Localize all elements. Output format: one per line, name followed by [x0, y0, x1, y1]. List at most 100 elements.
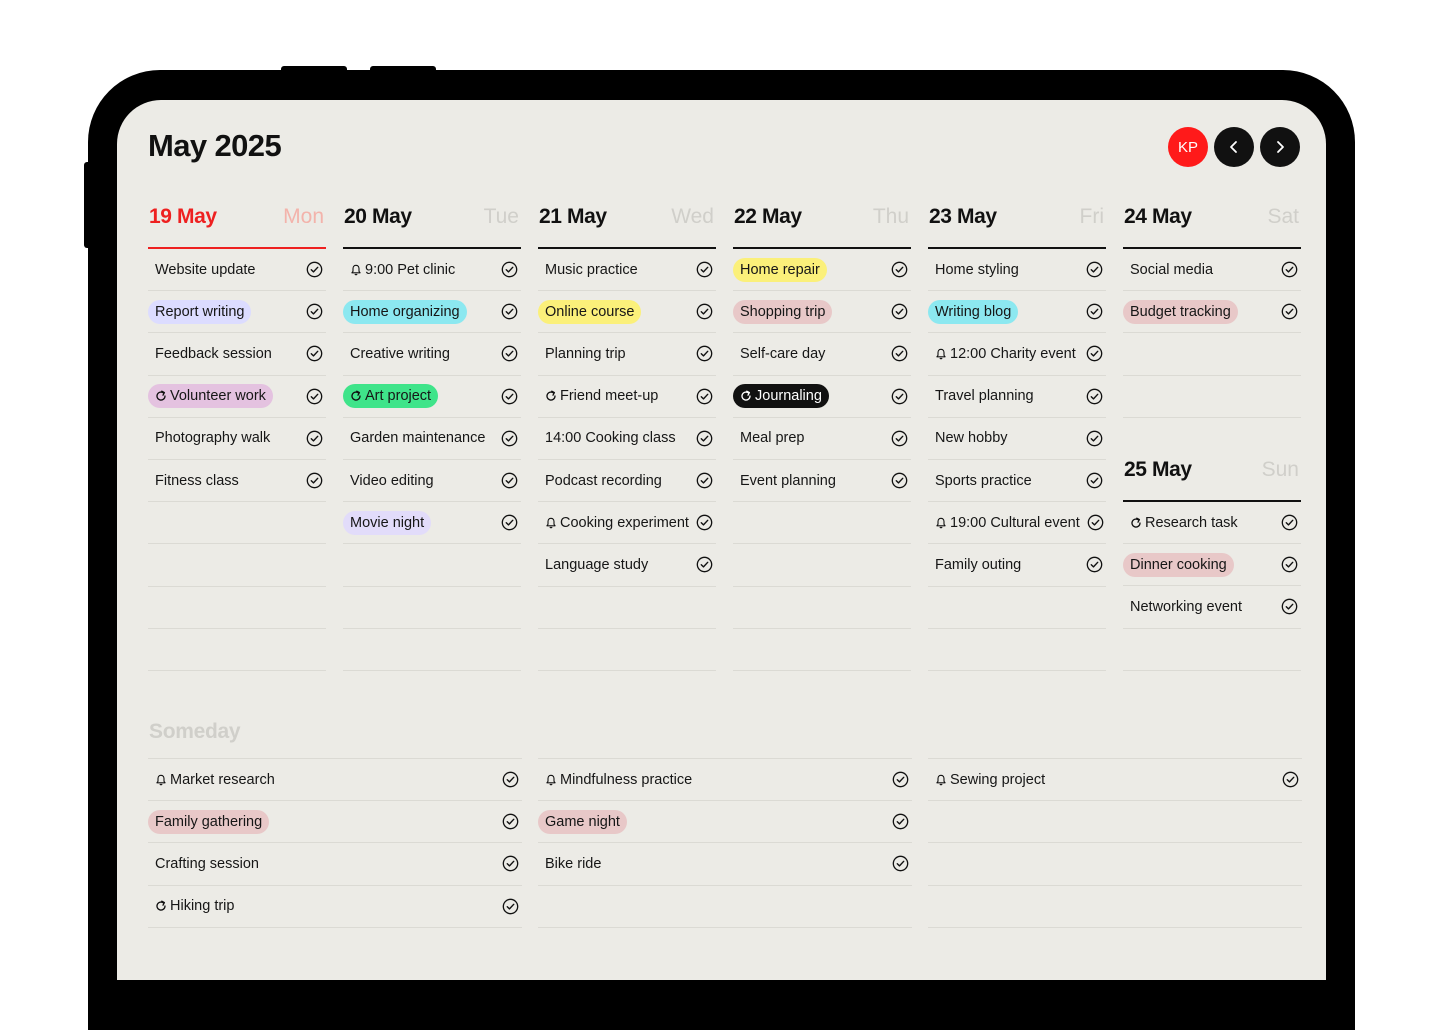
- check-circle-icon[interactable]: [1086, 303, 1103, 320]
- check-circle-icon[interactable]: [891, 472, 908, 489]
- empty-row[interactable]: [733, 544, 911, 587]
- check-circle-icon[interactable]: [1086, 556, 1103, 573]
- task-label[interactable]: Website update: [148, 258, 263, 282]
- check-circle-icon[interactable]: [696, 556, 713, 573]
- task-row[interactable]: Garden maintenance: [343, 418, 521, 460]
- empty-row[interactable]: [343, 629, 521, 671]
- empty-row[interactable]: [928, 886, 1302, 928]
- task-row[interactable]: Research task: [1123, 502, 1301, 545]
- task-label[interactable]: Self-care day: [733, 342, 832, 366]
- check-circle-icon[interactable]: [501, 261, 518, 278]
- check-circle-icon[interactable]: [1086, 430, 1103, 447]
- task-row[interactable]: Dinner cooking: [1123, 544, 1301, 587]
- task-label[interactable]: Research task: [1123, 511, 1245, 535]
- check-circle-icon[interactable]: [1087, 514, 1104, 531]
- next-week-button[interactable]: [1260, 127, 1300, 167]
- task-label[interactable]: Fitness class: [148, 469, 246, 493]
- task-label[interactable]: Crafting session: [148, 852, 266, 876]
- task-row[interactable]: Self-care day: [733, 333, 911, 376]
- task-row[interactable]: Game night: [538, 801, 912, 844]
- check-circle-icon[interactable]: [891, 345, 908, 362]
- check-circle-icon[interactable]: [1281, 303, 1298, 320]
- task-label[interactable]: Volunteer work: [148, 384, 273, 409]
- task-label[interactable]: Music practice: [538, 258, 645, 282]
- task-row[interactable]: Feedback session: [148, 333, 326, 376]
- task-row[interactable]: Planning trip: [538, 333, 716, 376]
- check-circle-icon[interactable]: [1282, 771, 1299, 788]
- task-row[interactable]: Mindfulness practice: [538, 759, 912, 802]
- check-circle-icon[interactable]: [892, 855, 909, 872]
- check-circle-icon[interactable]: [696, 345, 713, 362]
- task-label[interactable]: Report writing: [148, 299, 252, 324]
- check-circle-icon[interactable]: [501, 514, 518, 531]
- task-row[interactable]: Website update: [148, 249, 326, 292]
- check-circle-icon[interactable]: [306, 261, 323, 278]
- empty-row[interactable]: [733, 502, 911, 545]
- check-circle-icon[interactable]: [696, 514, 713, 531]
- empty-row[interactable]: [928, 587, 1106, 629]
- empty-row[interactable]: [928, 801, 1302, 844]
- check-circle-icon[interactable]: [1281, 261, 1298, 278]
- task-row[interactable]: Event planning: [733, 460, 911, 503]
- check-circle-icon[interactable]: [306, 345, 323, 362]
- task-row[interactable]: Family outing: [928, 544, 1106, 587]
- check-circle-icon[interactable]: [696, 430, 713, 447]
- task-label[interactable]: Feedback session: [148, 342, 279, 366]
- check-circle-icon[interactable]: [306, 388, 323, 405]
- task-label[interactable]: Language study: [538, 553, 655, 577]
- check-circle-icon[interactable]: [891, 303, 908, 320]
- task-row[interactable]: Budget tracking: [1123, 291, 1301, 334]
- check-circle-icon[interactable]: [306, 430, 323, 447]
- empty-row[interactable]: [1123, 333, 1301, 376]
- check-circle-icon[interactable]: [502, 771, 519, 788]
- task-row[interactable]: Friend meet-up: [538, 376, 716, 418]
- task-row[interactable]: Writing blog: [928, 291, 1106, 334]
- check-circle-icon[interactable]: [1086, 261, 1103, 278]
- task-row[interactable]: Volunteer work: [148, 376, 326, 418]
- task-row[interactable]: Market research: [148, 759, 522, 802]
- task-label[interactable]: Networking event: [1123, 595, 1249, 619]
- task-row[interactable]: Sewing project: [928, 759, 1302, 802]
- check-circle-icon[interactable]: [501, 388, 518, 405]
- task-label[interactable]: Friend meet-up: [538, 384, 665, 408]
- task-row[interactable]: Sports practice: [928, 460, 1106, 503]
- check-circle-icon[interactable]: [696, 388, 713, 405]
- check-circle-icon[interactable]: [1281, 514, 1298, 531]
- task-label[interactable]: Home styling: [928, 258, 1026, 282]
- empty-row[interactable]: [148, 544, 326, 587]
- empty-row[interactable]: [148, 629, 326, 671]
- check-circle-icon[interactable]: [1086, 472, 1103, 489]
- task-label[interactable]: Cooking experiment: [538, 511, 696, 535]
- task-row[interactable]: Home styling: [928, 249, 1106, 292]
- empty-row[interactable]: [928, 843, 1302, 886]
- task-label[interactable]: Planning trip: [538, 342, 633, 366]
- check-circle-icon[interactable]: [502, 855, 519, 872]
- empty-row[interactable]: [928, 629, 1106, 671]
- task-label[interactable]: Meal prep: [733, 426, 811, 450]
- task-row[interactable]: Fitness class: [148, 460, 326, 503]
- task-row[interactable]: 9:00 Pet clinic: [343, 249, 521, 292]
- task-row[interactable]: New hobby: [928, 418, 1106, 460]
- task-label[interactable]: Hiking trip: [148, 894, 241, 918]
- task-row[interactable]: Social media: [1123, 249, 1301, 292]
- task-row[interactable]: Creative writing: [343, 333, 521, 376]
- empty-row[interactable]: [148, 587, 326, 629]
- avatar[interactable]: KP: [1168, 127, 1208, 167]
- task-row[interactable]: Journaling: [733, 376, 911, 418]
- empty-row[interactable]: [538, 587, 716, 629]
- task-label[interactable]: Event planning: [733, 469, 843, 493]
- empty-row[interactable]: [538, 886, 912, 928]
- empty-row[interactable]: [1123, 376, 1301, 418]
- task-row[interactable]: Report writing: [148, 291, 326, 334]
- check-circle-icon[interactable]: [1281, 598, 1298, 615]
- empty-row[interactable]: [733, 587, 911, 629]
- task-row[interactable]: Meal prep: [733, 418, 911, 460]
- check-circle-icon[interactable]: [1086, 345, 1103, 362]
- task-label[interactable]: Art project: [343, 384, 439, 409]
- task-row[interactable]: Video editing: [343, 460, 521, 503]
- task-label[interactable]: Home organizing: [343, 299, 467, 324]
- task-label[interactable]: Dinner cooking: [1123, 552, 1234, 577]
- check-circle-icon[interactable]: [306, 472, 323, 489]
- check-circle-icon[interactable]: [501, 303, 518, 320]
- task-row[interactable]: Travel planning: [928, 376, 1106, 418]
